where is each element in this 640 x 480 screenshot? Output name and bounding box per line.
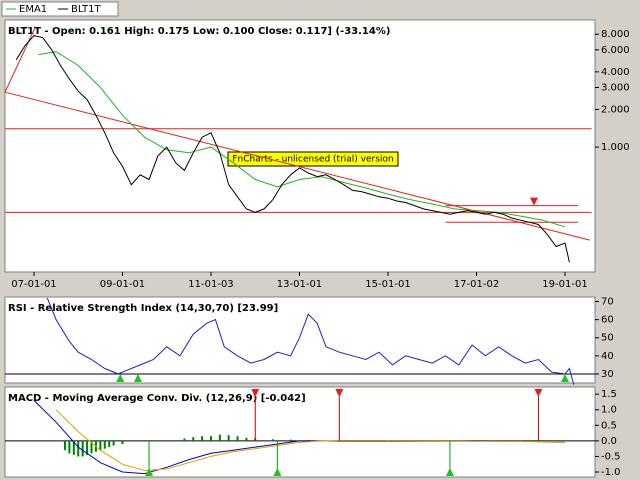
series-line: [55, 409, 566, 472]
macd-panel: [4, 386, 596, 478]
histogram-bar: [227, 435, 230, 441]
x-tick-label: 17-01-02: [454, 279, 499, 290]
histogram-bar: [81, 440, 84, 457]
y-tick-label: -0.5: [601, 451, 621, 462]
legend-label: BLT1T: [71, 4, 102, 15]
histogram-bar: [245, 437, 248, 441]
sell-marker: [534, 389, 543, 397]
y-tick-label: 1.0: [601, 405, 617, 416]
buy-marker: [133, 374, 142, 382]
series-line: [15, 35, 570, 263]
histogram-bar: [289, 439, 292, 441]
histogram-bar: [90, 440, 93, 454]
x-tick-label: 09-01-01: [100, 279, 145, 290]
buy-marker: [145, 468, 154, 476]
histogram-bar: [183, 438, 186, 441]
panel-title: RSI - Relative Strength Index (14,30,70)…: [8, 303, 278, 314]
histogram-bar: [236, 436, 239, 441]
histogram-bar: [86, 440, 89, 455]
series-line: [46, 297, 575, 385]
y-tick-label: 6.000: [601, 45, 630, 56]
histogram-bar: [192, 437, 195, 441]
buy-marker: [560, 374, 569, 382]
x-tick-label: 13-01-01: [277, 279, 322, 290]
histogram-bar: [72, 440, 75, 455]
histogram-bar: [103, 440, 106, 449]
histogram-bar: [121, 440, 124, 444]
y-tick-label: 60: [601, 315, 614, 326]
y-tick-label: 70: [601, 297, 614, 308]
y-tick-label: 8.000: [601, 29, 630, 40]
trend-line: [4, 91, 590, 241]
histogram-bar: [68, 440, 71, 454]
x-tick-label: 11-01-03: [188, 279, 233, 290]
y-tick-label: 3.000: [601, 82, 630, 93]
sell-marker: [335, 389, 344, 397]
series-line: [38, 51, 566, 228]
y-tick-label: 1.000: [601, 142, 630, 153]
y-tick-label: 50: [601, 333, 614, 344]
panel-title: BLT1T - Open: 0.161 High: 0.175 Low: 0.1…: [8, 26, 390, 37]
y-tick-label: 0.0: [601, 436, 617, 447]
sell-marker: [530, 197, 539, 206]
histogram-bar: [99, 440, 102, 451]
rsi-panel: [4, 296, 596, 384]
panel-title: MACD - Moving Average Conv. Div. (12,26,…: [8, 393, 306, 404]
x-tick-label: 07-01-01: [11, 279, 56, 290]
y-tick-label: 4.000: [601, 67, 630, 78]
watermark: FnCharts - unlicensed (trial) version: [232, 155, 393, 165]
y-tick-label: -1.0: [601, 467, 621, 478]
legend-label: EMA1: [19, 4, 47, 15]
y-tick-label: 1.5: [601, 389, 617, 400]
buy-marker: [116, 374, 125, 382]
buy-marker: [445, 468, 454, 476]
y-tick-label: 2.000: [601, 104, 630, 115]
histogram-bar: [271, 439, 274, 441]
price-panel: [4, 19, 596, 273]
histogram-bar: [218, 434, 221, 441]
histogram-bar: [77, 440, 80, 457]
y-tick-label: 0.5: [601, 420, 617, 431]
histogram-bar: [112, 440, 115, 446]
sell-marker: [251, 389, 260, 397]
histogram-bar: [209, 436, 212, 441]
y-tick-label: 30: [601, 369, 614, 380]
x-tick-label: 15-01-01: [365, 279, 410, 290]
histogram-bar: [63, 440, 66, 451]
histogram-bar: [201, 436, 204, 441]
x-tick-label: 19-01-01: [542, 279, 587, 290]
y-tick-label: 40: [601, 351, 614, 362]
histogram-bar: [108, 440, 111, 448]
buy-marker: [273, 468, 282, 476]
trend-line: [4, 27, 36, 93]
